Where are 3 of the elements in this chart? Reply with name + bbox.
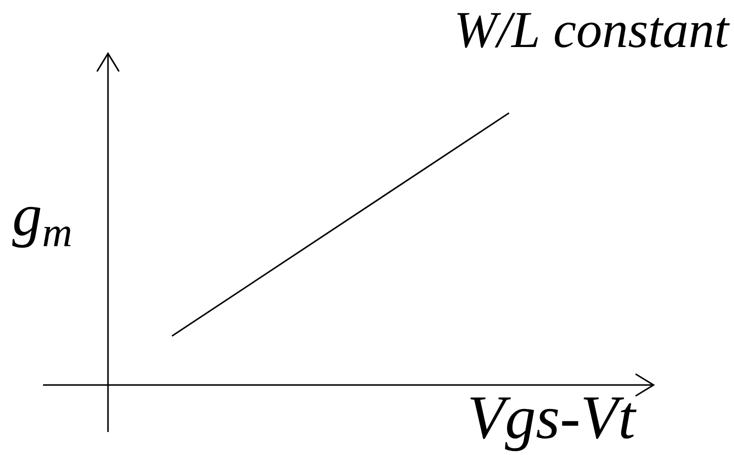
y-axis-title: g$_{m}$ — [12, 206, 71, 248]
x-axis-title: Vgs-Vt — [470, 398, 637, 452]
text: W/L constant — [457, 12, 730, 48]
